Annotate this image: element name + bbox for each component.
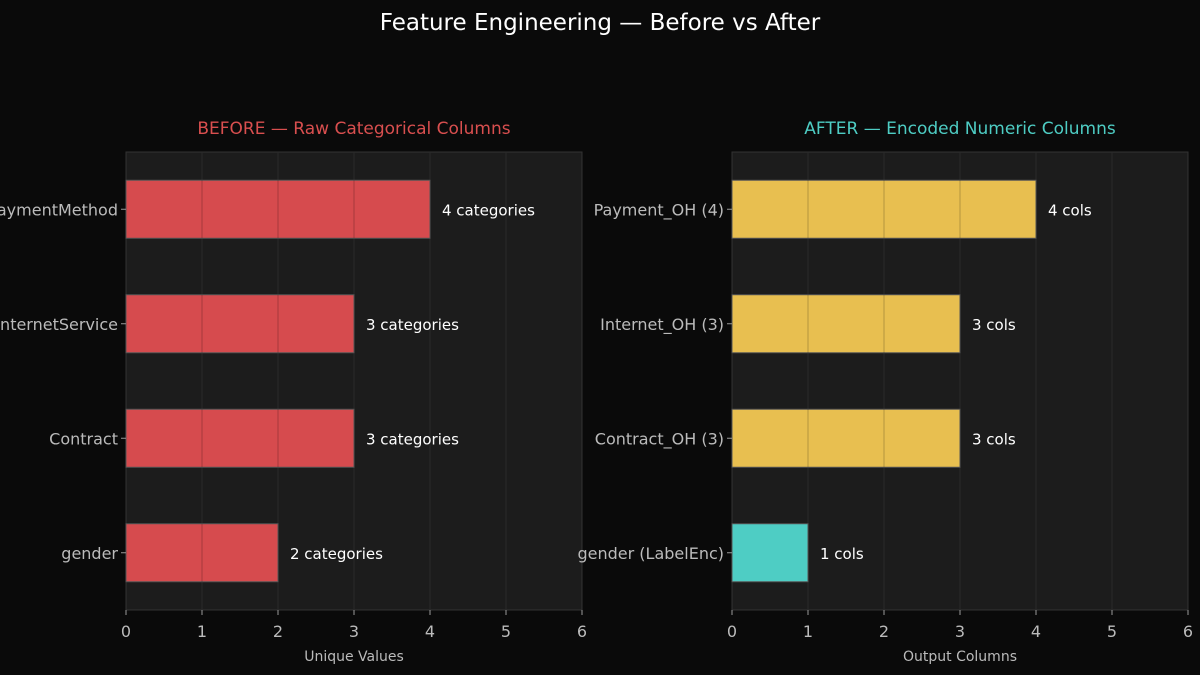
y-tick-label: Contract_OH (3): [595, 429, 724, 449]
chart-panel-after: AFTER — Encoded Numeric Columns Payment_O…: [578, 119, 1194, 665]
data-label: 3 categories: [366, 316, 459, 334]
x-tick-label: 5: [1107, 622, 1117, 641]
x-tick-label: 2: [879, 622, 889, 641]
x-tick-label: 4: [425, 622, 435, 641]
chart-panel-before: BEFORE — Raw Categorical Columns PaymentM…: [0, 119, 587, 665]
data-label: 4 categories: [442, 201, 535, 219]
bar: [125, 523, 279, 583]
x-tick-label: 5: [501, 622, 511, 641]
y-tick-label: Contract: [49, 429, 118, 448]
bar: [125, 408, 355, 468]
x-tick-label: 0: [727, 622, 737, 641]
y-tick-label: Payment_OH (4): [594, 200, 724, 220]
x-tick-label: 1: [803, 622, 813, 641]
y-tick-label: InternetService: [0, 315, 118, 334]
x-tick-label: 0: [121, 622, 131, 641]
x-tick-label: 3: [349, 622, 359, 641]
bar: [731, 408, 961, 468]
bar: [731, 294, 961, 354]
data-label: 2 categories: [290, 545, 383, 563]
x-tick-label: 3: [955, 622, 965, 641]
x-axis-label: Output Columns: [903, 649, 1017, 665]
bar: [125, 294, 355, 354]
bar: [731, 523, 809, 583]
data-label: 4 cols: [1048, 201, 1092, 219]
x-tick-label: 1: [197, 622, 207, 641]
data-label: 3 categories: [366, 430, 459, 448]
bar: [731, 179, 1037, 239]
data-label: 3 cols: [972, 316, 1016, 334]
x-axis-label: Unique Values: [304, 649, 404, 665]
x-tick-label: 4: [1031, 622, 1041, 641]
figure-title: Feature Engineering — Before vs After: [380, 10, 821, 36]
x-tick-label: 2: [273, 622, 283, 641]
y-tick-label: Internet_OH (3): [600, 315, 724, 335]
x-tick-label: 6: [577, 622, 587, 641]
panel-title: BEFORE — Raw Categorical Columns: [197, 119, 510, 139]
x-tick-label: 6: [1183, 622, 1193, 641]
y-tick-label: gender (LabelEnc): [578, 544, 725, 563]
data-label: 1 cols: [820, 545, 864, 563]
y-tick-label: PaymentMethod: [0, 200, 118, 219]
data-label: 3 cols: [972, 430, 1016, 448]
panel-title: AFTER — Encoded Numeric Columns: [804, 119, 1116, 139]
y-tick-label: gender: [61, 544, 118, 563]
